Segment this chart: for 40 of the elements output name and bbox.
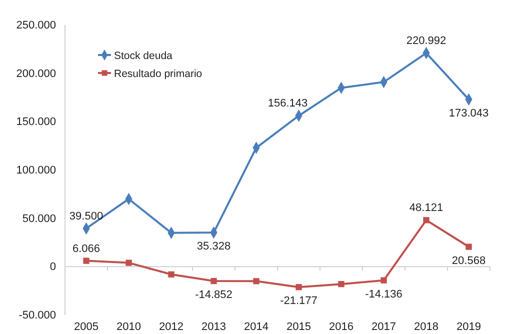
y-tick-label: 200.000 bbox=[16, 68, 56, 80]
point bbox=[83, 258, 90, 264]
x-tick-label: 2017 bbox=[372, 320, 396, 333]
y-tick-label: -50.000 bbox=[18, 310, 56, 322]
data-label: -21.177 bbox=[280, 295, 318, 308]
x-tick-label: 2016 bbox=[329, 320, 354, 333]
data-label: 6.066 bbox=[72, 242, 100, 255]
x-tick-label: 2014 bbox=[244, 320, 268, 333]
y-tick-label: 150.000 bbox=[16, 116, 56, 128]
point bbox=[210, 278, 217, 284]
y-tick-label: 250.000 bbox=[16, 20, 56, 32]
y-tick-label: 50.000 bbox=[22, 212, 56, 225]
x-tick-label: 2005 bbox=[74, 320, 98, 333]
legend-label: Stock deuda bbox=[114, 50, 173, 62]
data-label: 39.500 bbox=[69, 210, 104, 222]
y-tick-label: 100.000 bbox=[16, 164, 56, 177]
x-tick-label: 2019 bbox=[456, 320, 481, 333]
data-label: 20.568 bbox=[452, 254, 486, 267]
legend-label: Resultado primario bbox=[114, 68, 202, 80]
data-label: -14.852 bbox=[195, 289, 232, 302]
point bbox=[380, 277, 387, 284]
x-tick-label: 2015 bbox=[286, 320, 311, 333]
x-tick-label: 2013 bbox=[202, 320, 226, 333]
point bbox=[338, 280, 344, 288]
point bbox=[423, 217, 430, 224]
data-label: 173.043 bbox=[448, 107, 489, 120]
x-tick-label: 2012 bbox=[159, 320, 184, 333]
point bbox=[253, 278, 260, 284]
point bbox=[126, 260, 132, 266]
point bbox=[466, 244, 472, 250]
data-label: -14.136 bbox=[365, 288, 402, 300]
data-label: 48.121 bbox=[409, 202, 444, 214]
point bbox=[296, 284, 302, 290]
data-label: 156.143 bbox=[268, 98, 308, 110]
y-tick-label: 0 bbox=[50, 261, 56, 274]
data-label: 220.992 bbox=[406, 35, 446, 48]
x-tick-label: 2010 bbox=[116, 320, 141, 333]
data-label: 35.328 bbox=[196, 240, 231, 253]
point bbox=[168, 271, 174, 278]
x-tick-label: 2018 bbox=[414, 320, 438, 333]
